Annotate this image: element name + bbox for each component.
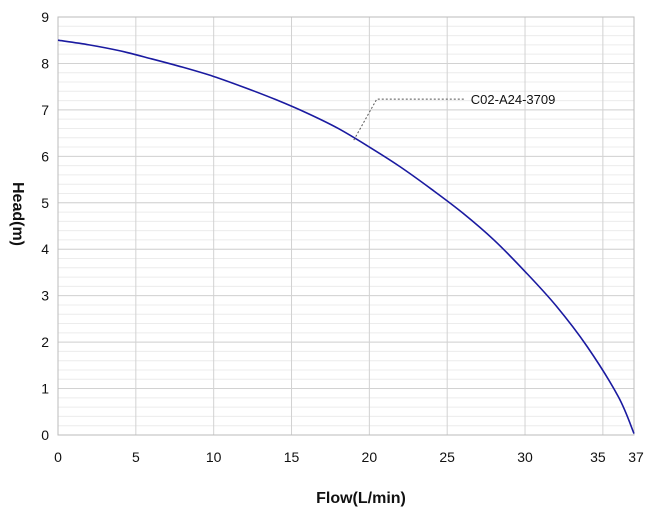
y-tick-label: 7	[41, 102, 49, 118]
x-tick-label: 0	[54, 449, 62, 465]
x-tick-label: 10	[206, 449, 222, 465]
x-axis-title: Flow(L/min)	[316, 490, 406, 507]
y-tick-label: 5	[41, 195, 49, 211]
y-tick-label: 9	[41, 9, 49, 25]
y-tick-label: 8	[41, 55, 49, 71]
plot-frame	[57, 16, 635, 436]
minor-gridlines	[58, 16, 634, 436]
x-tick-label: 35	[590, 449, 606, 465]
annotations-group: C02-A24-3709	[353, 92, 556, 141]
major-gridlines	[57, 16, 635, 436]
y-tick-label: 4	[41, 241, 49, 257]
y-tick-label: 3	[41, 288, 49, 304]
x-tick-label: 30	[517, 449, 533, 465]
y-axis-ticks: 0 1 2 3 4 5 6 7 8 9	[41, 9, 49, 443]
annotation-label: C02-A24-3709	[471, 92, 556, 107]
x-tick-label: 5	[132, 449, 140, 465]
x-tick-label: 25	[439, 449, 455, 465]
y-tick-label: 2	[41, 334, 49, 350]
x-tick-label: 37	[628, 449, 644, 465]
annotation-leader-line	[353, 98, 464, 141]
y-axis-title: Head(m)	[9, 182, 26, 246]
x-tick-label: 20	[362, 449, 378, 465]
y-tick-label: 1	[41, 381, 49, 397]
series-line	[57, 39, 635, 434]
y-tick-label: 0	[41, 427, 49, 443]
x-tick-label: 15	[284, 449, 300, 465]
x-axis-ticks: 0 5 10 15 20 25 30 35 37	[54, 449, 644, 465]
series-group	[57, 39, 635, 434]
y-tick-label: 6	[41, 148, 49, 164]
